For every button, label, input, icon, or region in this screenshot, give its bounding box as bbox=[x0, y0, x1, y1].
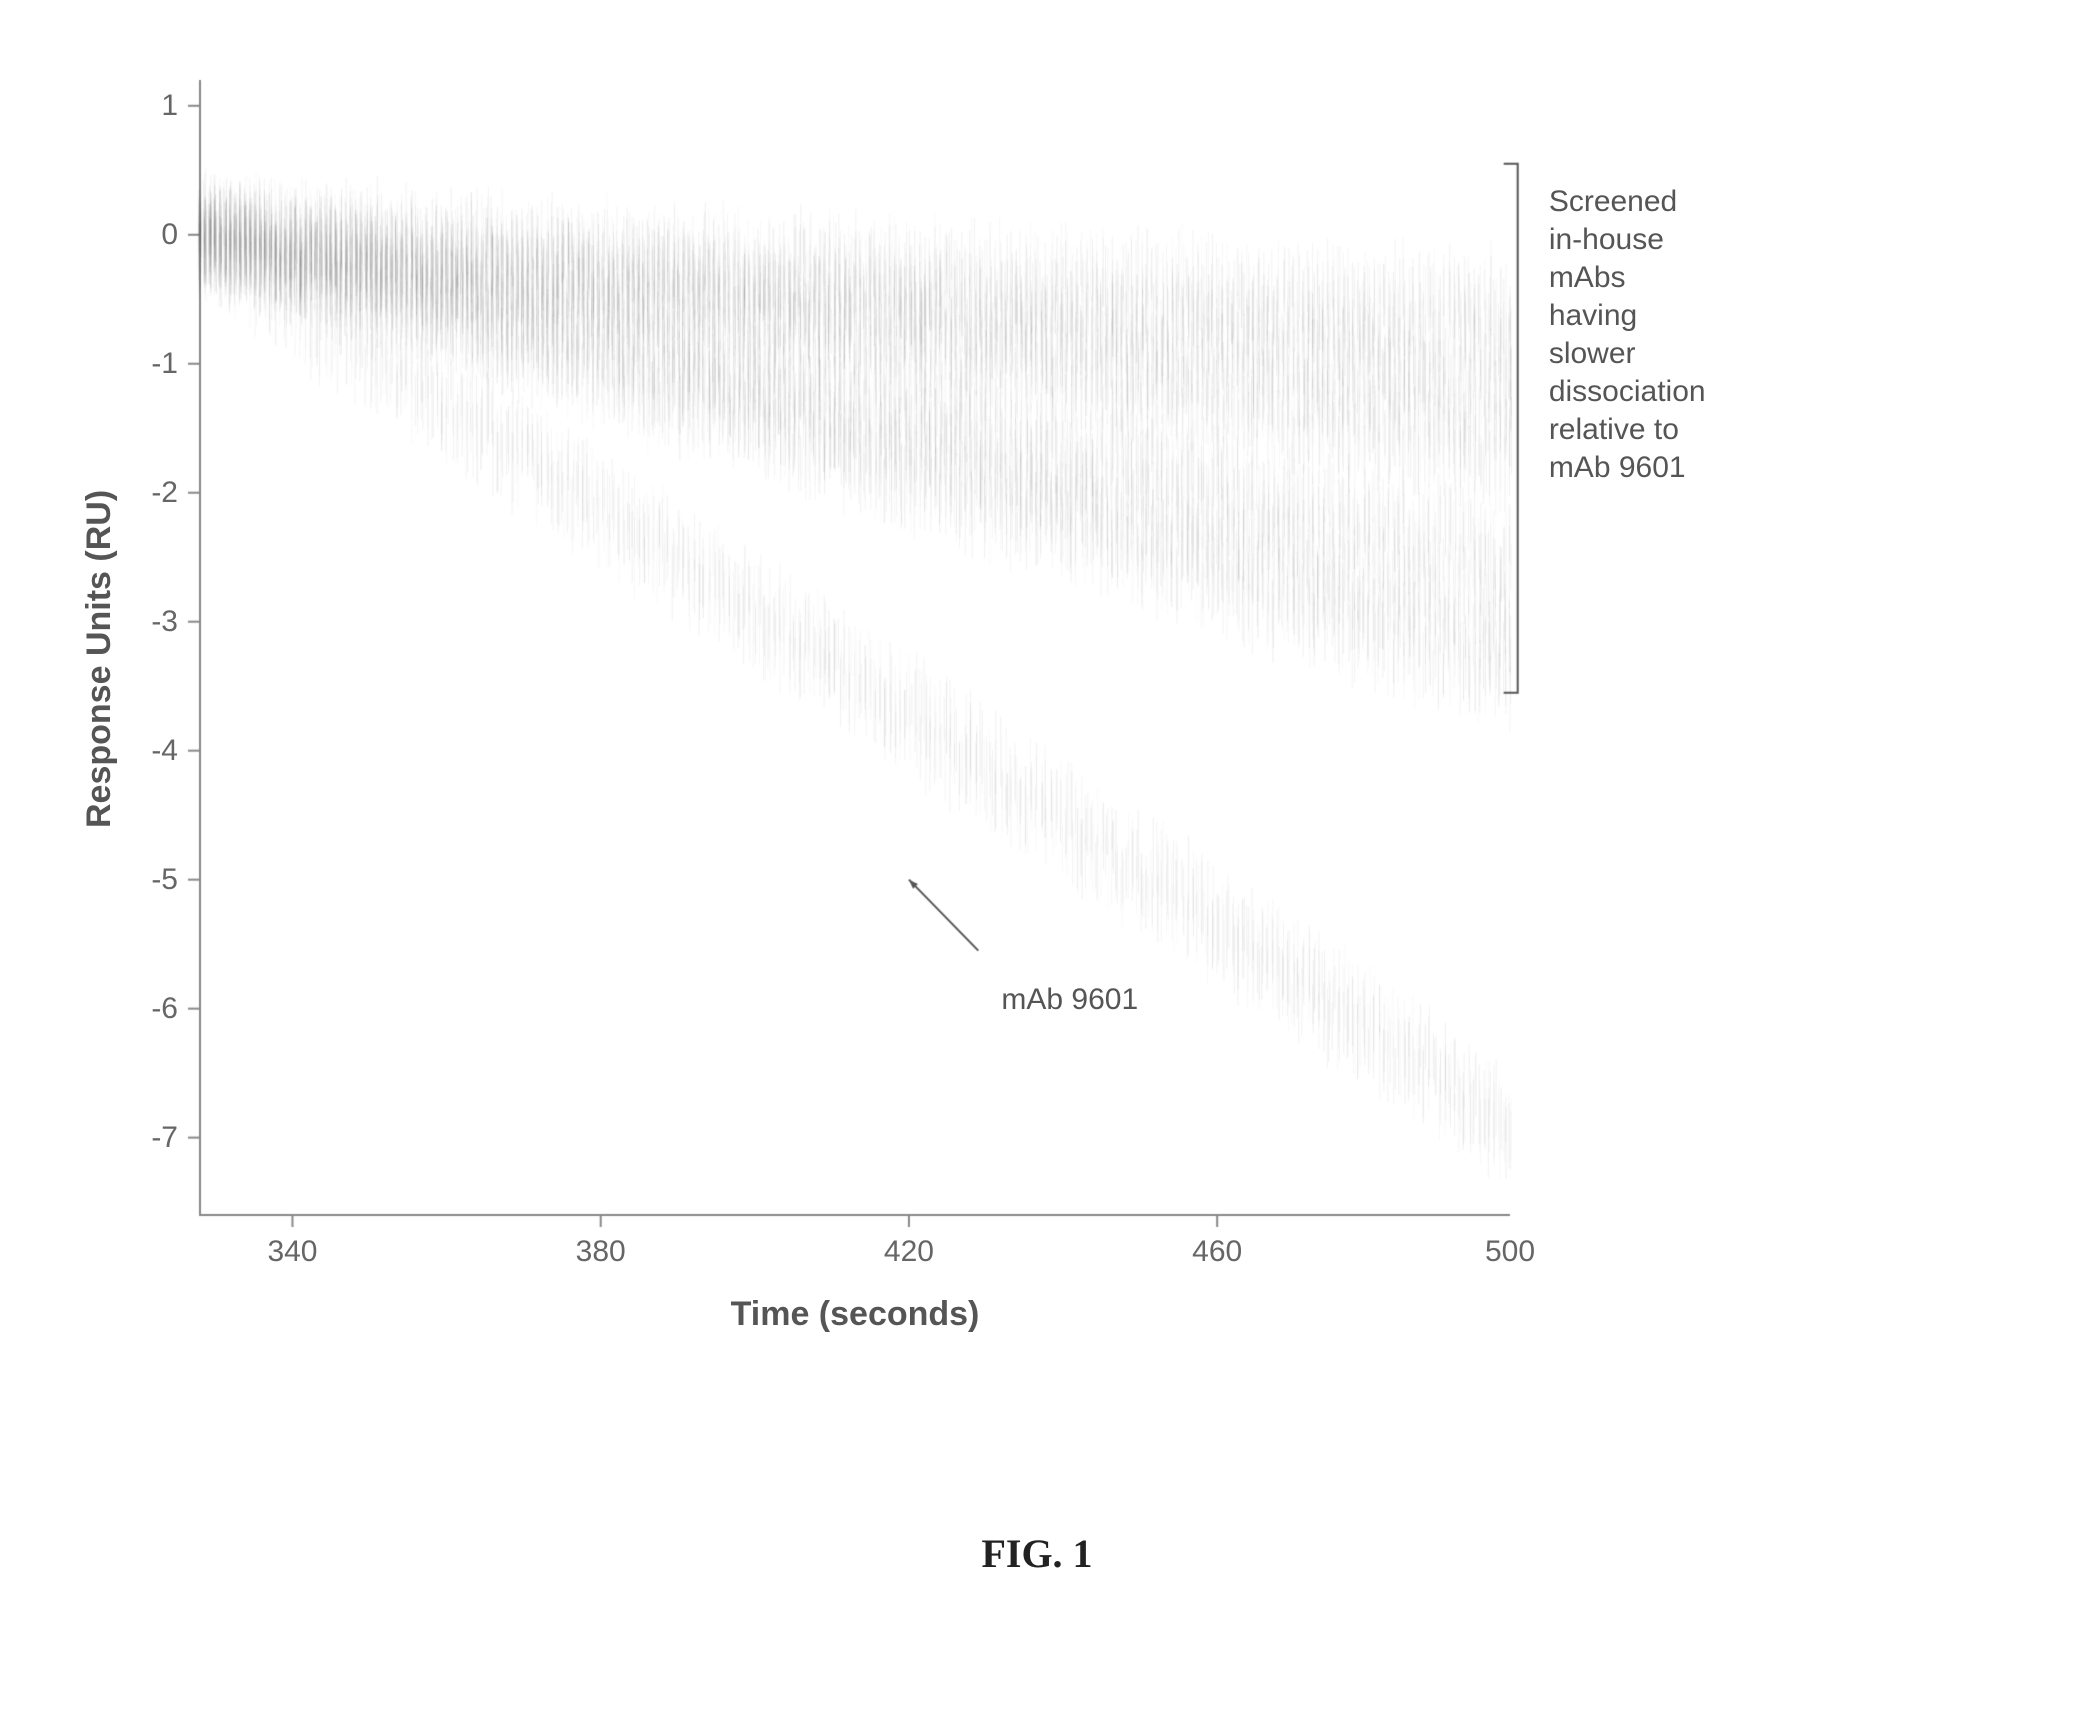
tick-label: -3 bbox=[151, 605, 178, 639]
tick-label: 380 bbox=[576, 1235, 626, 1269]
annotation-mab9601: mAb 9601 bbox=[1001, 983, 1138, 1017]
figure-caption: FIG. 1 bbox=[981, 1530, 1092, 1577]
tick-label: 460 bbox=[1192, 1235, 1242, 1269]
tick-label: -1 bbox=[151, 347, 178, 381]
side-note-line: dissociation bbox=[1549, 373, 1706, 411]
tick-label: -4 bbox=[151, 734, 178, 768]
tick-label: 1 bbox=[161, 89, 178, 123]
annotation-side-note: Screenedin-housemAbshavingslowerdissocia… bbox=[1549, 183, 1706, 487]
tick-label: -7 bbox=[151, 1121, 178, 1155]
tick-label: -5 bbox=[151, 863, 178, 897]
side-note-line: having bbox=[1549, 297, 1706, 335]
y-axis-label: Response Units (RU) bbox=[80, 489, 119, 827]
side-note-line: in-house bbox=[1549, 221, 1706, 259]
side-note-line: mAbs bbox=[1549, 259, 1706, 297]
tick-label: 0 bbox=[161, 218, 178, 252]
side-note-line: relative to bbox=[1549, 411, 1706, 449]
tick-label: -2 bbox=[151, 476, 178, 510]
x-axis-label: Time (seconds) bbox=[731, 1295, 980, 1334]
tick-label: 500 bbox=[1485, 1235, 1535, 1269]
page: Response Units (RU) Time (seconds) -7 -6 -… bbox=[0, 0, 2075, 1729]
side-note-line: mAb 9601 bbox=[1549, 449, 1706, 487]
side-note-line: slower bbox=[1549, 335, 1706, 373]
tick-label: 420 bbox=[884, 1235, 934, 1269]
tick-label: 340 bbox=[267, 1235, 317, 1269]
side-note-line: Screened bbox=[1549, 183, 1706, 221]
tick-label: -6 bbox=[151, 992, 178, 1026]
